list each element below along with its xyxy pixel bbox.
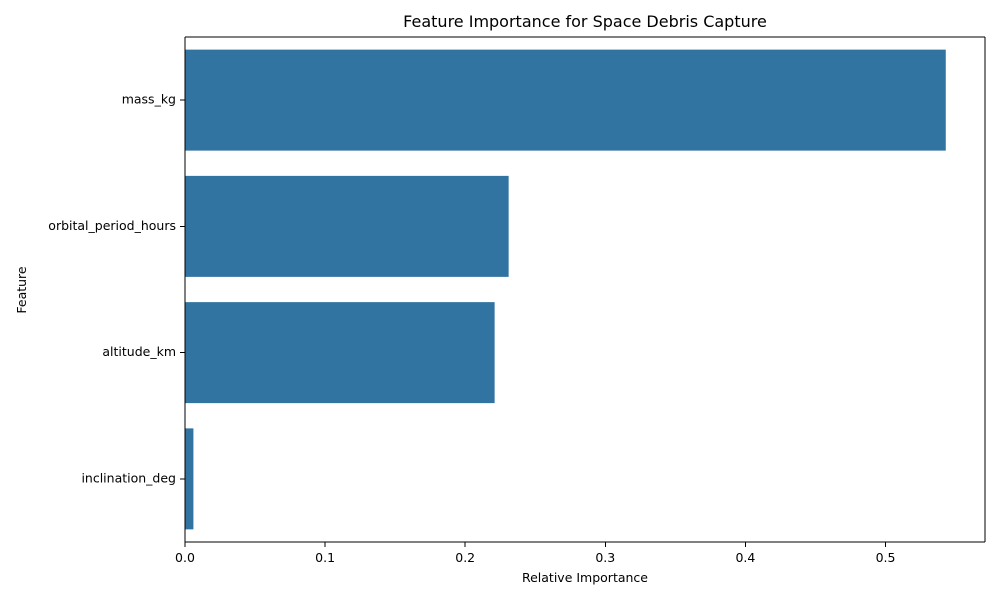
y-tick-label: altitude_km bbox=[102, 344, 176, 359]
bar-orbital-period-hours bbox=[185, 175, 509, 277]
y-tick-label: orbital_period_hours bbox=[48, 218, 176, 233]
x-tick-label: 0.2 bbox=[455, 550, 475, 565]
bar-altitude-km bbox=[185, 302, 495, 404]
x-axis-label: Relative Importance bbox=[522, 570, 648, 585]
x-tick-label: 0.0 bbox=[175, 550, 195, 565]
y-tick-label: inclination_deg bbox=[81, 470, 176, 485]
bar-mass-kg bbox=[185, 49, 946, 151]
x-tick-label: 0.1 bbox=[315, 550, 335, 565]
x-axis-ticks: 0.0 0.1 0.2 0.3 0.4 0.5 bbox=[175, 542, 895, 565]
chart-title: Feature Importance for Space Debris Capt… bbox=[403, 12, 767, 31]
x-tick-label: 0.5 bbox=[876, 550, 896, 565]
y-axis-label: Feature bbox=[14, 266, 29, 314]
y-axis-ticks: mass_kg orbital_period_hours altitude_kmin… bbox=[48, 92, 185, 485]
y-tick-label: mass_kg bbox=[122, 92, 176, 107]
x-tick-label: 0.3 bbox=[595, 550, 615, 565]
bar-inclination-deg bbox=[185, 428, 194, 530]
bars-group bbox=[185, 49, 946, 530]
x-tick-label: 0.4 bbox=[735, 550, 755, 565]
